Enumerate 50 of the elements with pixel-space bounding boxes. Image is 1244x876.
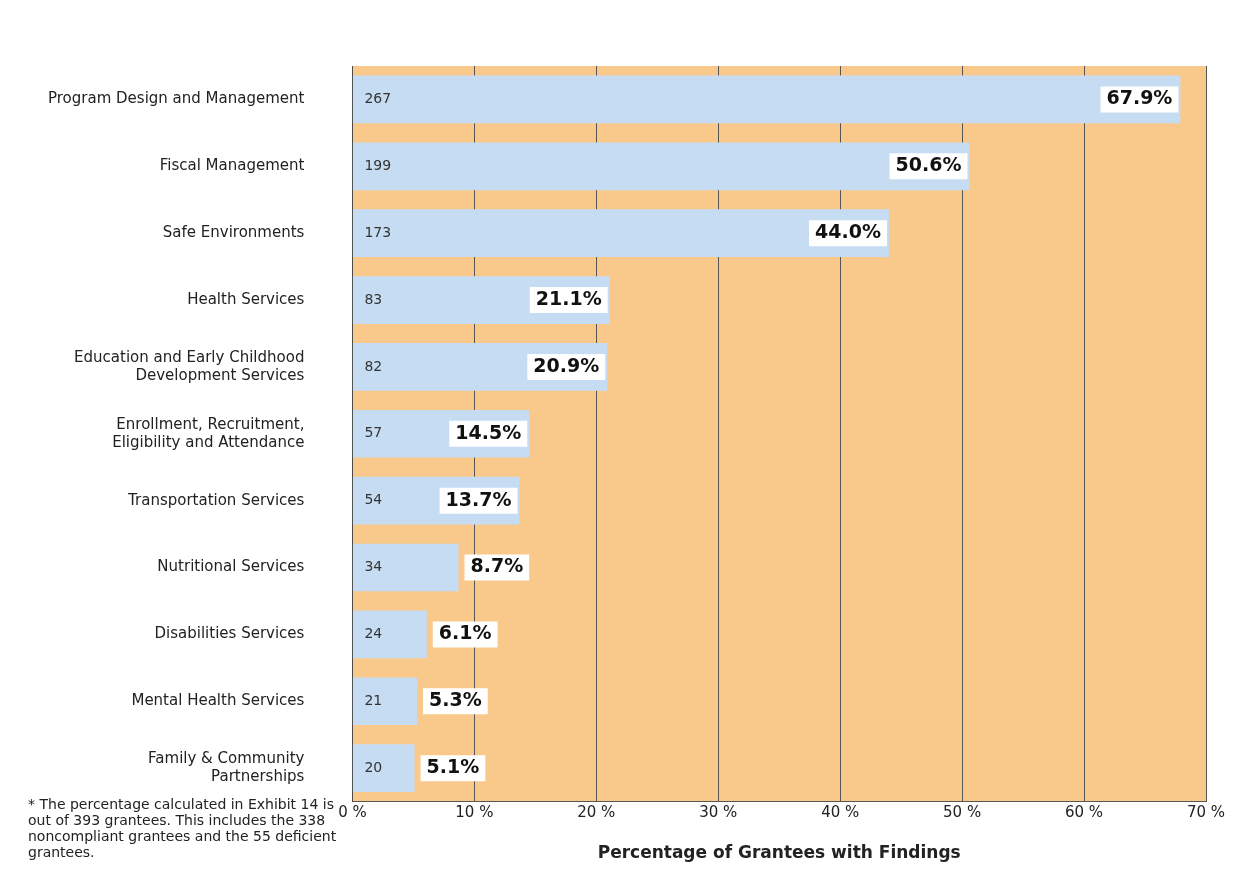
data-label: 21.1% — [535, 286, 602, 309]
data-label: 67.9% — [1106, 86, 1173, 109]
annotation: 24 — [364, 625, 383, 642]
bar — [352, 142, 970, 191]
x-tick-label: 70 % — [1186, 803, 1226, 822]
y-tick-label: Enrollment, Recruitment, Eligibility and Attendance — [112, 414, 305, 451]
x-tick-label: 30 % — [699, 803, 738, 822]
data-label: 44.0% — [815, 220, 881, 243]
y-tick-label: Nutritional Services — [157, 557, 305, 576]
x-tick-label: 40 % — [821, 803, 860, 822]
x-tick-label: 50 % — [943, 803, 982, 822]
bar — [352, 677, 418, 726]
y-tick-label: Health Services — [187, 289, 305, 308]
bar — [352, 543, 459, 592]
annotation: 57 — [364, 424, 383, 441]
annotation: 54 — [364, 491, 383, 508]
y-tick-label: Education and Early Childhood Development Services — [74, 347, 305, 384]
y-tick-label: Fiscal Management — [159, 156, 305, 175]
annotation: 173 — [364, 223, 392, 240]
data-label: 6.1% — [438, 621, 492, 644]
bar — [352, 610, 427, 659]
bar — [352, 75, 1181, 124]
bar — [352, 209, 889, 258]
data-label: 14.5% — [455, 420, 522, 443]
x-tick-label: 20 % — [577, 803, 616, 822]
text: * The percentage calculated in Exhibit 14 is out of 393 grantees. This includes the 338 noncompliant grantees and the 55 deficient grantees. — [28, 796, 337, 860]
data-label: 13.7% — [445, 487, 512, 510]
y-tick-label: Safe Environments — [162, 223, 305, 242]
annotation: 267 — [364, 90, 392, 107]
annotation: 83 — [364, 290, 383, 307]
annotation: 82 — [364, 357, 383, 374]
bar — [352, 744, 415, 792]
data-label: 5.3% — [429, 688, 482, 711]
data-label: 5.1% — [426, 755, 480, 778]
annotation: 34 — [364, 558, 383, 575]
annotation: 199 — [364, 156, 392, 173]
data-label: 8.7% — [470, 554, 524, 577]
y-tick-label: Family & Community Partnerships — [148, 749, 305, 786]
y-tick-label: Mental Health Services — [131, 691, 305, 710]
x-tick-label: 10 % — [455, 803, 494, 822]
annotation: 20 — [364, 758, 383, 775]
y-tick-label: Transportation Services — [127, 490, 305, 509]
x-axis-title: Percentage of Grantees with Findings — [597, 842, 961, 863]
data-label: 20.9% — [533, 353, 600, 376]
y-tick-label: Program Design and Management — [47, 89, 305, 108]
annotation: 21 — [364, 691, 383, 708]
y-tick-label: Disabilities Services — [154, 624, 305, 643]
x-tick-label: 0 % — [338, 803, 367, 822]
x-tick-label: 60 % — [1065, 803, 1104, 822]
data-label: 50.6% — [895, 153, 962, 176]
